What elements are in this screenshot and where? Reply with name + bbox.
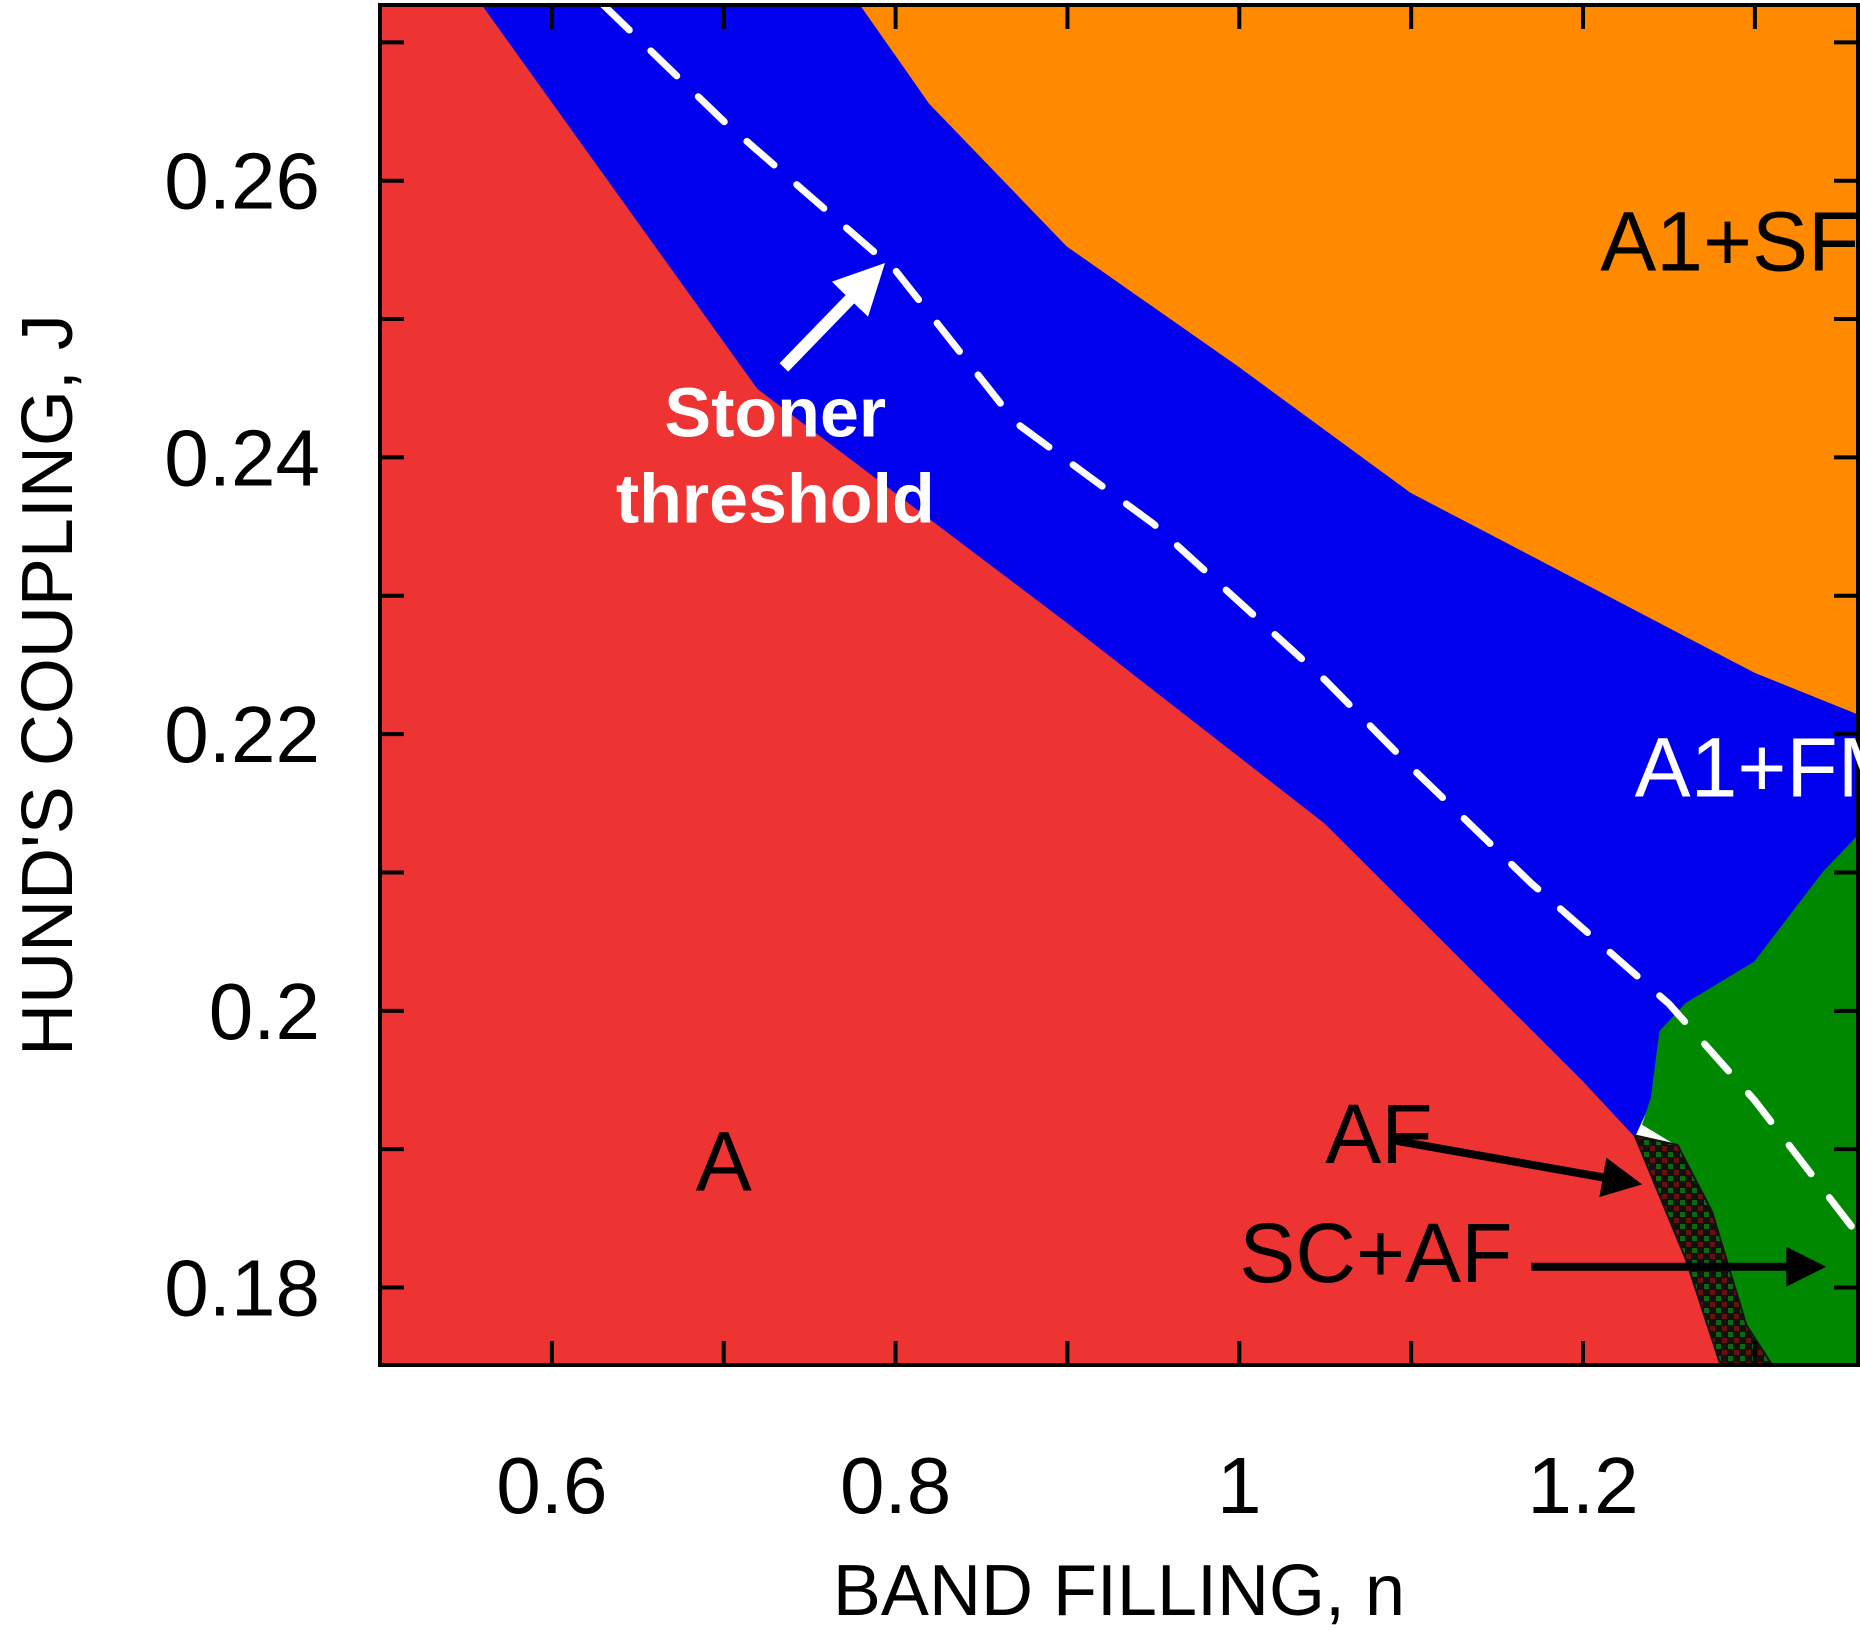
region-label-a1-sfm: A1+SFM	[1600, 195, 1860, 289]
region-label-sc-af: SC+AF	[1239, 1206, 1512, 1300]
plot-frame	[378, 3, 1860, 1367]
x-tick-label: 1	[1217, 1441, 1262, 1530]
phase-regions	[380, 5, 1858, 1365]
y-tick-label: 0.2	[209, 967, 320, 1056]
y-tick-label: 0.24	[164, 413, 320, 502]
stoner-threshold-label: Stoner threshold	[616, 374, 935, 538]
axis-ticks	[380, 5, 1858, 1365]
x-tick-label: 0.8	[840, 1441, 951, 1530]
y-tick-label: 0.22	[164, 690, 320, 779]
region-af	[1632, 1133, 1774, 1365]
stoner-threshold-label-line: threshold	[616, 460, 935, 538]
stoner-threshold-layer	[599, 5, 1858, 1239]
y-tick-label: 0.18	[164, 1244, 320, 1333]
arrow-af	[1388, 1135, 1643, 1198]
region-label-a: A	[696, 1115, 752, 1209]
y-tick-label: 0.26	[164, 137, 320, 226]
x-axis-label: BAND FILLING, n	[833, 1551, 1405, 1631]
stoner-threshold-line	[599, 5, 1858, 1239]
stoner-threshold-label-line: Stoner	[664, 374, 886, 452]
x-tick-label: 1.2	[1527, 1441, 1638, 1530]
x-tick-label: 0.6	[496, 1441, 607, 1530]
chart-labels: 0.6 0.8 1 1.2 0.18 0.2 0.22 0.24 0.26 A A1+FM A1+SF…	[164, 137, 1860, 1530]
arrow-stoner-threshold	[779, 263, 885, 372]
region-label-af: AF	[1325, 1087, 1432, 1181]
region-label-a1-fm: A1+FM	[1635, 720, 1860, 814]
y-axis-label: HUND'S COUPLING, J	[8, 314, 88, 1056]
region-a1-sfm	[859, 5, 1858, 715]
